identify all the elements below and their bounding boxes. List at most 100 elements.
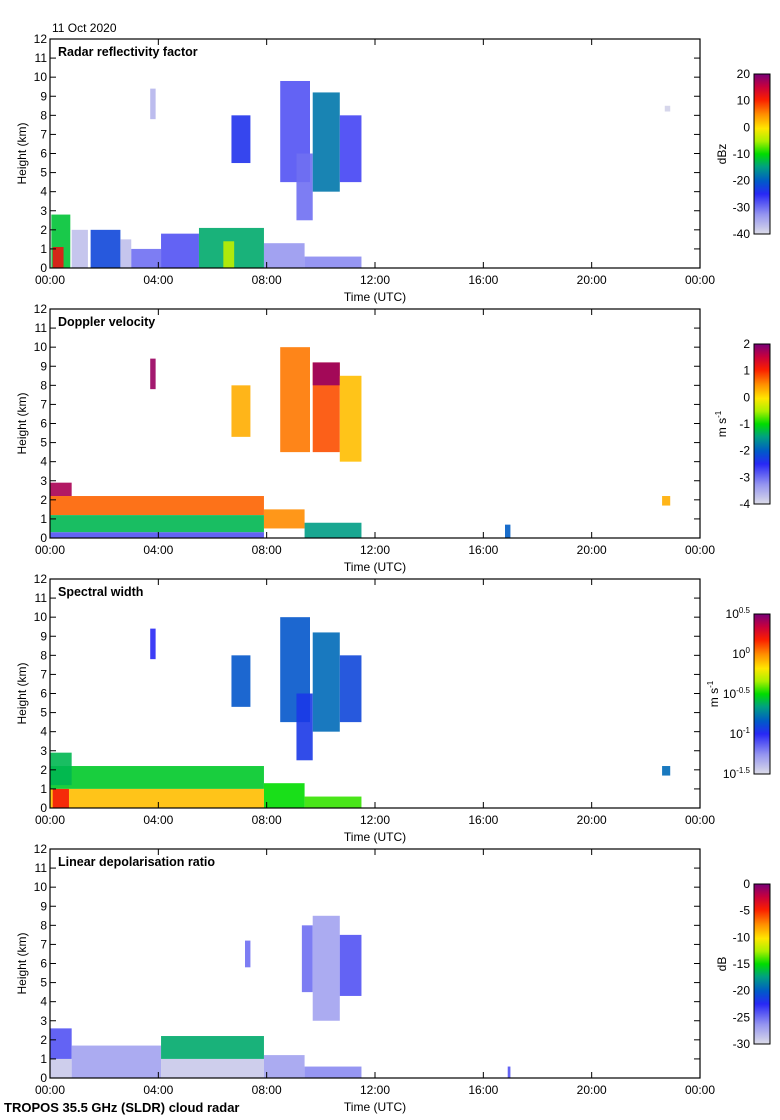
- data-region: [312, 915, 340, 1021]
- data-region: [50, 766, 264, 789]
- y-tick-label: 5: [40, 436, 47, 450]
- x-tick-label: 12:00: [360, 273, 390, 287]
- x-tick-label: 20:00: [577, 1083, 607, 1097]
- panel-title: Radar reflectivity factor: [58, 45, 198, 59]
- y-tick-label: 7: [40, 937, 47, 951]
- colorbar-tick-label: -40: [733, 227, 751, 241]
- data-region: [71, 229, 88, 268]
- x-tick-label: 12:00: [360, 543, 390, 557]
- colorbar-tick-label: 0: [743, 877, 750, 891]
- data-region: [120, 239, 132, 268]
- y-tick-label: 1: [40, 782, 47, 796]
- y-tick-label: 0: [40, 801, 47, 815]
- data-region: [52, 788, 69, 808]
- y-tick-label: 3: [40, 1014, 47, 1028]
- colorbar-label: m s-1: [706, 680, 721, 707]
- x-axis-label: Time (UTC): [344, 1100, 406, 1114]
- data-region: [339, 115, 362, 183]
- colorbar-tick-label: 10: [737, 94, 751, 108]
- x-axis-label: Time (UTC): [344, 560, 406, 574]
- colorbar-tick-label: -1: [739, 417, 750, 431]
- y-axis-label: Height (km): [15, 662, 29, 724]
- colorbar-label: dB: [715, 957, 729, 972]
- y-tick-label: 3: [40, 744, 47, 758]
- data-region: [304, 256, 362, 268]
- data-region: [662, 496, 671, 506]
- data-region: [664, 105, 671, 112]
- x-tick-label: 00:00: [35, 1083, 65, 1097]
- data-region: [71, 1045, 162, 1078]
- data-region: [662, 766, 671, 776]
- y-tick-label: 9: [40, 89, 47, 103]
- data-region: [296, 693, 313, 761]
- x-tick-label: 00:00: [35, 543, 65, 557]
- colorbar-label: m s-1: [714, 410, 729, 437]
- data-region: [52, 247, 64, 268]
- panel-title: Linear depolarisation ratio: [58, 855, 215, 869]
- y-tick-label: 2: [40, 493, 47, 507]
- y-tick-label: 7: [40, 667, 47, 681]
- panel-title: Spectral width: [58, 585, 143, 599]
- colorbar-tick-label: -15: [733, 957, 751, 971]
- y-tick-label: 6: [40, 957, 47, 971]
- data-region: [50, 1028, 72, 1059]
- x-axis-label: Time (UTC): [344, 290, 406, 304]
- x-tick-label: 16:00: [468, 1083, 498, 1097]
- y-tick-label: 4: [40, 995, 47, 1009]
- y-tick-label: 2: [40, 1033, 47, 1047]
- data-region: [50, 515, 264, 533]
- y-tick-label: 10: [34, 610, 48, 624]
- data-region: [161, 1058, 264, 1078]
- x-tick-label: 00:00: [685, 813, 715, 827]
- colorbar-tick-label: 10-1.5: [723, 766, 751, 781]
- y-tick-label: 1: [40, 242, 47, 256]
- data-region: [50, 752, 72, 786]
- y-tick-label: 4: [40, 455, 47, 469]
- x-axis-label: Time (UTC): [344, 830, 406, 844]
- panel-4: Linear depolarisation ratio0123456789101…: [15, 842, 771, 1114]
- y-tick-label: 3: [40, 204, 47, 218]
- data-region: [231, 655, 251, 707]
- data-region: [263, 509, 305, 529]
- colorbar: [753, 613, 771, 775]
- panel-title: Doppler velocity: [58, 315, 155, 329]
- colorbar-label: dBz: [715, 144, 729, 165]
- colorbar-tick-label: 10-0.5: [723, 686, 751, 701]
- y-tick-label: 11: [35, 321, 48, 335]
- y-tick-label: 11: [35, 51, 48, 65]
- y-axis-label: Height (km): [15, 392, 29, 454]
- data-region: [280, 347, 310, 453]
- y-tick-label: 5: [40, 706, 47, 720]
- x-tick-label: 04:00: [143, 1083, 173, 1097]
- data-region: [296, 153, 313, 221]
- colorbar-tick-label: -30: [733, 200, 751, 214]
- data-region: [161, 233, 199, 268]
- colorbar-tick-label: 0: [743, 120, 750, 134]
- plot-frame: [49, 848, 701, 1079]
- colorbar-tick-label: -20: [733, 984, 751, 998]
- y-tick-label: 10: [34, 70, 48, 84]
- y-tick-label: 12: [34, 32, 48, 46]
- y-tick-label: 12: [34, 302, 48, 316]
- x-tick-label: 04:00: [143, 273, 173, 287]
- data-region: [312, 362, 340, 386]
- data-region: [131, 248, 162, 268]
- colorbar-tick-label: -30: [733, 1037, 751, 1051]
- colorbar: [753, 343, 771, 505]
- panel-1: Radar reflectivity factor012345678910111…: [15, 32, 771, 304]
- y-tick-label: 0: [40, 261, 47, 275]
- x-tick-label: 00:00: [35, 273, 65, 287]
- instrument-footer: TROPOS 35.5 GHz (SLDR) cloud radar: [4, 1100, 240, 1115]
- data-region: [312, 92, 340, 192]
- x-tick-label: 20:00: [577, 273, 607, 287]
- colorbar-tick-label: -10: [733, 147, 751, 161]
- colorbar-tick-label: -4: [739, 497, 750, 511]
- y-tick-label: 8: [40, 648, 47, 662]
- x-tick-label: 00:00: [35, 813, 65, 827]
- y-axis-label: Height (km): [15, 932, 29, 994]
- colorbar-tick-label: 2: [743, 337, 750, 351]
- data-region: [150, 628, 156, 660]
- colorbar-tick-label: 0: [743, 390, 750, 404]
- colorbar-tick-label: -2: [739, 444, 750, 458]
